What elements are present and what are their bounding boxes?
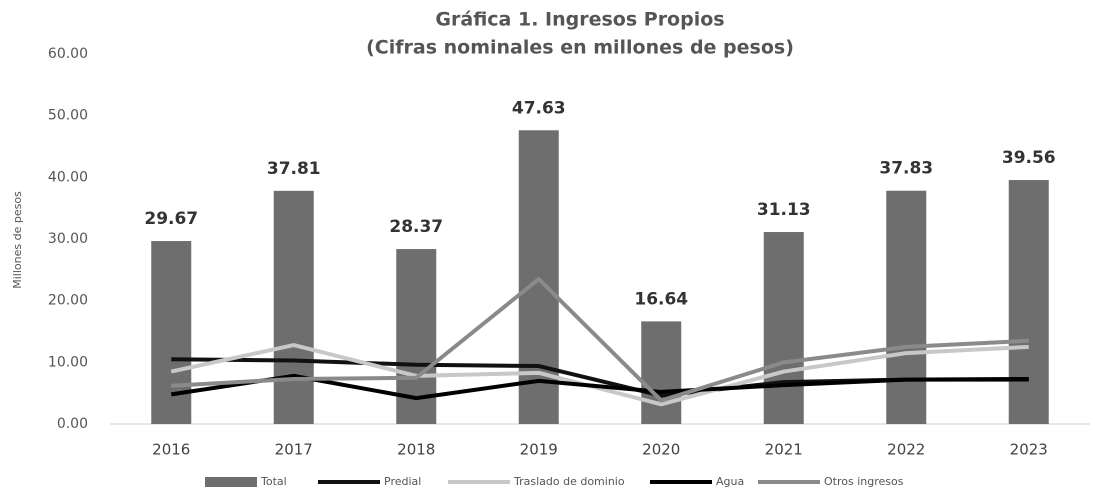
- line: [170, 343, 1029, 407]
- y-tick-label: 20.00: [48, 293, 88, 309]
- value-label: 47.63: [512, 98, 566, 118]
- value-label: 16.64: [634, 289, 688, 309]
- x-tick-label: 2022: [887, 441, 925, 459]
- bar: [151, 241, 192, 424]
- line: [171, 277, 1029, 403]
- y-tick-label: 40.00: [48, 169, 88, 185]
- legend-label: Total: [260, 475, 287, 488]
- x-tick-label: 2020: [642, 441, 680, 459]
- value-label: 37.83: [879, 159, 933, 179]
- x-tick-label: 2019: [520, 441, 558, 459]
- legend-label: Traslado de dominio: [513, 475, 625, 488]
- x-tick-label: 2018: [397, 441, 435, 459]
- y-tick-label: 10.00: [48, 354, 88, 370]
- legend-label: Otros ingresos: [824, 475, 904, 488]
- y-tick-label: 30.00: [48, 231, 88, 247]
- value-label: 37.81: [267, 159, 321, 179]
- value-label: 28.37: [389, 217, 443, 237]
- value-label: 39.56: [1002, 148, 1056, 168]
- bar: [1008, 180, 1049, 424]
- legend-swatch: [205, 477, 257, 487]
- x-tick-label: 2023: [1010, 441, 1048, 459]
- chart-title: Gráfica 1. Ingresos Propios: [435, 9, 724, 31]
- y-tick-label: 60.00: [48, 46, 88, 62]
- chart-subtitle: (Cifras nominales en millones de pesos): [366, 37, 794, 59]
- bar: [273, 190, 314, 424]
- bar: [886, 190, 927, 424]
- x-tick-label: 2021: [765, 441, 803, 459]
- x-tick-label: 2017: [275, 441, 313, 459]
- y-axis-label: Millones de pesos: [11, 191, 24, 289]
- x-tick-label: 2016: [152, 441, 190, 459]
- bar: [763, 232, 804, 424]
- y-tick-label: 50.00: [48, 108, 88, 124]
- value-label: 31.13: [757, 200, 811, 220]
- legend-label: Predial: [384, 475, 421, 488]
- value-label: 29.67: [144, 209, 198, 229]
- y-tick-label: 0.00: [57, 416, 88, 432]
- legend-label: Agua: [716, 475, 744, 488]
- bar: [641, 321, 682, 424]
